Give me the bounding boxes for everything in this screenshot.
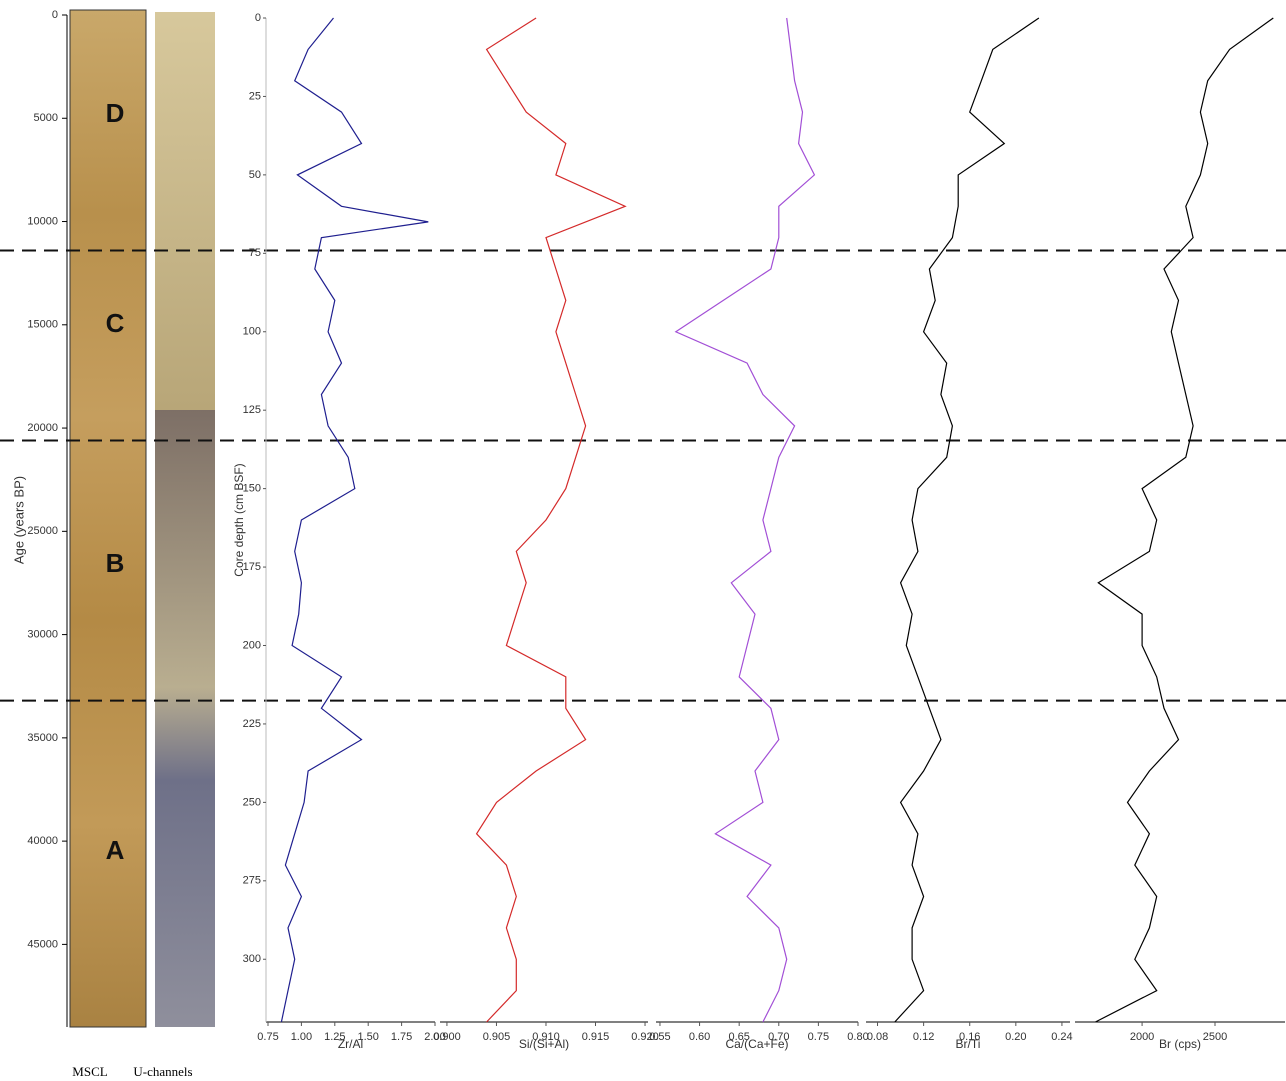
- y-tick-label: 10000: [27, 215, 58, 227]
- zone-label: C: [106, 308, 125, 338]
- x-tick-label: 0.900: [433, 1031, 461, 1043]
- x-tick-label: 2500: [1203, 1031, 1227, 1043]
- profile-line: [1095, 18, 1273, 1022]
- y-tick-label: 275: [243, 875, 261, 887]
- y-tick-label: 0: [52, 9, 58, 21]
- x-tick-label: 1.00: [291, 1031, 312, 1043]
- y-tick-label: 15000: [27, 319, 58, 331]
- zone-label: A: [106, 835, 125, 865]
- y-tick-label: 20000: [27, 422, 58, 434]
- u-channel-image: [155, 12, 215, 410]
- y-tick-label: 125: [243, 404, 261, 416]
- zone-label: D: [106, 98, 125, 128]
- x-tick-label: 0.75: [257, 1031, 278, 1043]
- y-tick-label: 300: [243, 953, 261, 965]
- x-tick-label: 0.12: [913, 1031, 934, 1043]
- x-tick-label: 1.75: [391, 1031, 412, 1043]
- y-tick-label: 175: [243, 561, 261, 573]
- y-tick-label: 40000: [27, 835, 58, 847]
- image-label: U-channels: [133, 1064, 192, 1079]
- y-tick-label: 50: [249, 169, 261, 181]
- y-tick-label: 100: [243, 326, 261, 338]
- x-tick-label: 0.915: [582, 1031, 610, 1043]
- x-tick-label: 0.905: [483, 1031, 511, 1043]
- y-tick-label: 0: [255, 12, 261, 24]
- y-tick-label: 250: [243, 796, 261, 808]
- image-label: MSCL: [72, 1064, 107, 1079]
- profile-line: [895, 18, 1039, 1022]
- x-axis-title: Si/(Si+Al): [519, 1037, 569, 1051]
- y-tick-label: 225: [243, 718, 261, 730]
- y-tick-label: 150: [243, 483, 261, 495]
- x-tick-label: 0.80: [847, 1031, 868, 1043]
- x-axis-title: Zr/Al: [338, 1037, 363, 1051]
- y-tick-label: 35000: [27, 732, 58, 744]
- x-tick-label: 0.08: [867, 1031, 888, 1043]
- u-channel-image: [155, 410, 215, 1027]
- y-tick-label: 25000: [27, 525, 58, 537]
- y-tick-label: 25: [249, 90, 261, 102]
- x-tick-label: 0.55: [649, 1031, 670, 1043]
- y-tick-label: 30000: [27, 628, 58, 640]
- x-axis-title: Ca/(Ca+Fe): [725, 1037, 788, 1051]
- figure: Age (years BP) MSCL U-channels Core dept…: [0, 0, 1286, 1081]
- x-axis-title: Br (cps): [1159, 1037, 1201, 1051]
- age-axis-title: Age (years BP): [11, 476, 26, 564]
- profile-line: [281, 18, 428, 1022]
- depth-axis-title: Core depth (cm BSF): [232, 463, 246, 576]
- x-tick-label: 0.60: [689, 1031, 710, 1043]
- x-tick-label: 0.24: [1051, 1031, 1072, 1043]
- y-tick-label: 5000: [34, 112, 58, 124]
- x-axis-title: Br/Ti: [956, 1037, 981, 1051]
- mscl-image: [70, 10, 146, 1027]
- x-tick-label: 0.20: [1005, 1031, 1026, 1043]
- x-tick-label: 0.75: [808, 1031, 829, 1043]
- y-tick-label: 45000: [27, 938, 58, 950]
- profile-line: [477, 18, 626, 1022]
- y-tick-label: 200: [243, 639, 261, 651]
- y-tick-label: 75: [249, 247, 261, 259]
- profile-line: [676, 18, 815, 1022]
- zone-label: B: [106, 548, 125, 578]
- x-tick-label: 2000: [1130, 1031, 1154, 1043]
